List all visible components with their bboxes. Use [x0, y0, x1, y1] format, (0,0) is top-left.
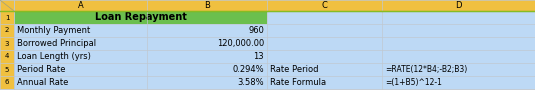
Bar [382, 11, 535, 24]
Text: Rate Formula: Rate Formula [270, 78, 326, 87]
Bar [14, 37, 147, 50]
Bar [267, 76, 382, 89]
Bar [147, 24, 267, 37]
Text: =RATE(12*B4;-B2;B3): =RATE(12*B4;-B2;B3) [385, 65, 467, 74]
Text: 3.58%: 3.58% [238, 78, 264, 87]
Bar [0, 76, 14, 89]
Text: Period Rate: Period Rate [17, 65, 65, 74]
Bar [382, 37, 535, 50]
Bar [14, 0, 147, 11]
Bar [0, 11, 14, 24]
Bar [0, 37, 14, 50]
Bar [267, 11, 382, 24]
Text: 3: 3 [5, 41, 9, 47]
Text: 120,000.00: 120,000.00 [217, 39, 264, 48]
Text: 5: 5 [5, 66, 9, 72]
Text: A: A [78, 1, 83, 10]
Text: 1: 1 [5, 14, 9, 20]
Bar [267, 63, 382, 76]
Text: 4: 4 [5, 53, 9, 60]
Text: Monthly Payment: Monthly Payment [17, 26, 90, 35]
Text: 6: 6 [5, 80, 9, 86]
Bar [382, 76, 535, 89]
Text: C: C [322, 1, 327, 10]
Bar [147, 37, 267, 50]
Text: Loan Repayment: Loan Repayment [95, 13, 186, 22]
Bar [0, 0, 14, 11]
Bar [14, 76, 147, 89]
Bar [14, 11, 267, 24]
Text: Borrowed Principal: Borrowed Principal [17, 39, 96, 48]
Text: 13: 13 [254, 52, 264, 61]
Text: B: B [204, 1, 210, 10]
Bar [147, 63, 267, 76]
Bar [0, 50, 14, 63]
Text: Annual Rate: Annual Rate [17, 78, 68, 87]
Bar [147, 50, 267, 63]
Bar [267, 50, 382, 63]
Bar [14, 63, 147, 76]
Text: 960: 960 [248, 26, 264, 35]
Bar [382, 63, 535, 76]
Bar [267, 37, 382, 50]
Bar [267, 0, 382, 11]
Bar [382, 50, 535, 63]
Bar [267, 24, 382, 37]
Bar [0, 24, 14, 37]
Text: D: D [455, 1, 462, 10]
Text: =(1+B5)^12-1: =(1+B5)^12-1 [385, 78, 442, 87]
Text: Rate Period: Rate Period [270, 65, 318, 74]
Text: Loan Length (yrs): Loan Length (yrs) [17, 52, 91, 61]
Bar [147, 76, 267, 89]
Bar [382, 0, 535, 11]
Bar [14, 24, 147, 37]
Bar [147, 0, 267, 11]
Text: 2: 2 [5, 28, 9, 33]
Bar [14, 50, 147, 63]
Text: 0.294%: 0.294% [232, 65, 264, 74]
Bar [382, 24, 535, 37]
Bar [0, 63, 14, 76]
